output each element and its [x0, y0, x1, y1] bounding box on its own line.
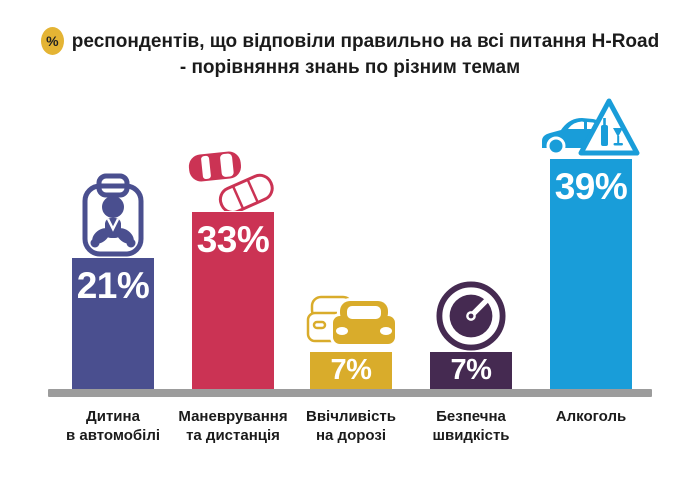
bar-value-label: 33% [196, 219, 270, 260]
category-label-line: Ввічливість [306, 408, 396, 425]
chart-title: % респондентів, що відповіли правильно н… [0, 27, 700, 80]
category-label-safe-speed: Безпечна швидкість [396, 407, 546, 445]
chart-title-line1-text: респондентів, що відповіли правильно на … [71, 30, 660, 52]
category-label-line: Безпечна [436, 408, 506, 425]
speedometer-icon [436, 281, 506, 351]
bar-child-in-car: 21% [72, 258, 154, 389]
bar-safe-speed: 7% [430, 352, 512, 389]
category-label-alcohol: Алкоголь [516, 407, 666, 426]
bar-value-label: 39% [554, 166, 628, 207]
category-label-line: Алкоголь [555, 408, 627, 425]
category-label-line: в автомобілі [65, 427, 161, 444]
category-label-child-in-car: Дитина в автомобілі [38, 407, 188, 445]
category-label-politeness: Ввічливість на дорозі [276, 407, 426, 445]
child-car-seat-icon [82, 173, 144, 257]
bar-value-label: 7% [450, 354, 492, 386]
bar-column-safe-speed: 7% [430, 0, 512, 389]
bar-column-child-in-car: 21% [72, 0, 154, 389]
bar-column-alcohol: 39% [542, 0, 640, 389]
bar-alcohol: 39% [550, 159, 632, 389]
category-label-line: Дитина [86, 408, 140, 425]
category-label-line: на дорозі [315, 427, 386, 444]
category-label-line: та дистанція [186, 427, 280, 444]
category-label-line: швидкість [432, 427, 510, 444]
chart-title-line1: % респондентів, що відповіли правильно н… [0, 27, 700, 55]
bar-value-label: 21% [76, 265, 150, 306]
bar-politeness: 7% [310, 352, 392, 389]
chart-title-line2-text: - порівняння знань по різним темам [179, 57, 521, 78]
car-front-icon [306, 291, 396, 351]
category-label-line: Маневрування [178, 408, 288, 425]
bar-column-politeness: 7% [306, 0, 396, 389]
chart-baseline [48, 389, 652, 397]
car-alcohol-warning-icon [541, 96, 641, 158]
maneuvering-cars-icon [185, 145, 281, 211]
percent-badge-icon: % [40, 27, 64, 55]
bar-value-label: 7% [330, 354, 372, 386]
bar-maneuvering: 33% [192, 212, 274, 389]
category-label-maneuvering: Маневрування та дистанція [158, 407, 308, 445]
bar-column-maneuvering: 33% [188, 0, 274, 389]
